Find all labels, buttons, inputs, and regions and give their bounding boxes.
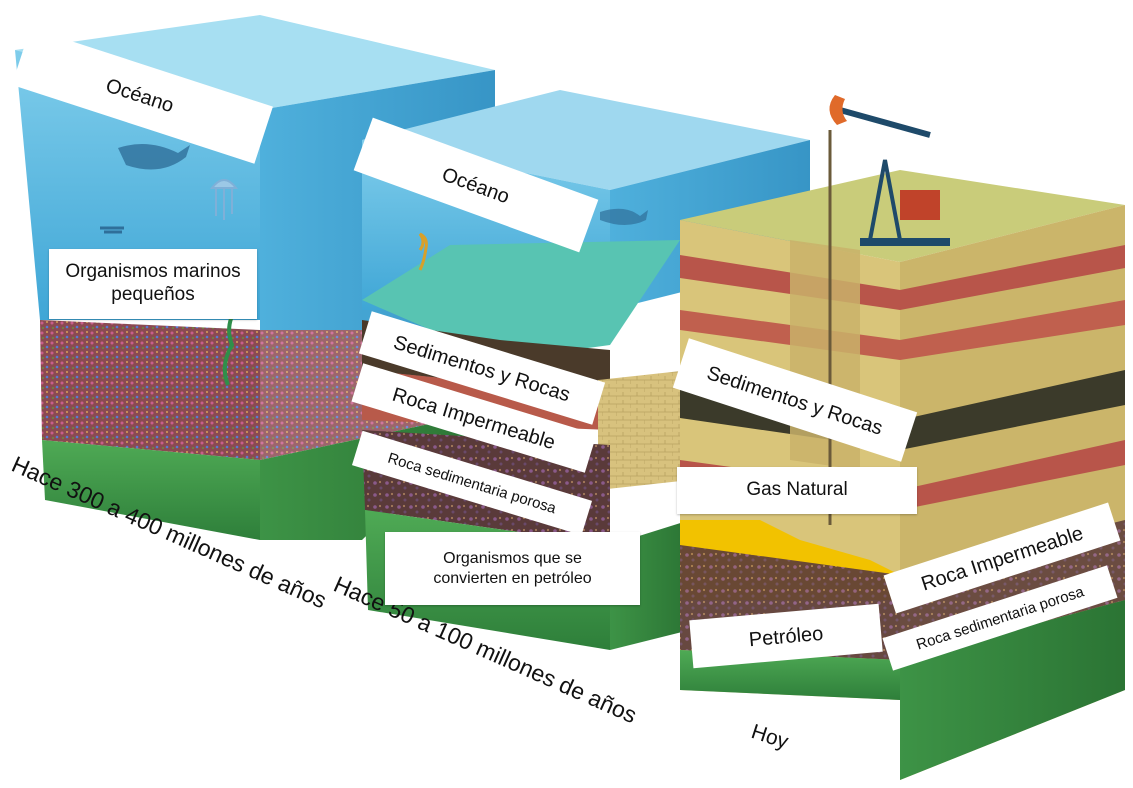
label-small-marine-organisms-text: Organismos marinos pequeños [65, 261, 241, 305]
block3-side-dark [900, 370, 1125, 450]
block1-sediment-front [40, 320, 260, 460]
block1-green-front [42, 440, 260, 540]
block2-seafloor [362, 240, 680, 360]
jellyfish-icon [209, 179, 239, 220]
seahorse-icon [418, 232, 428, 271]
block1-top [15, 15, 495, 110]
block3-side-red-1 [900, 245, 1125, 310]
label-natural-gas: Gas Natural [677, 467, 917, 514]
label-today-card: Hoy [715, 697, 835, 777]
shark-icon [118, 144, 190, 170]
label-organisms-to-oil: Organismos que se convierten en petróleo [385, 532, 640, 605]
block2-sand-layer [598, 370, 690, 490]
pumpjack-icon [829, 95, 950, 246]
block3-side-red-2 [900, 300, 1125, 360]
label-ocean-1: Océano [11, 27, 273, 164]
squid-icon [100, 226, 124, 234]
label-ocean-2: Océano [353, 117, 599, 253]
label-oil: Petróleo [689, 603, 883, 669]
label-natural-gas-text: Gas Natural [746, 479, 848, 501]
block3-side-red-3 [900, 440, 1125, 510]
block2-top [362, 90, 810, 190]
label-small-marine-organisms: Organismos marinos pequeños [49, 249, 257, 319]
fish-icon [600, 208, 648, 225]
label-organisms-to-oil-text: Organismos que se convierten en petróleo [433, 550, 592, 587]
